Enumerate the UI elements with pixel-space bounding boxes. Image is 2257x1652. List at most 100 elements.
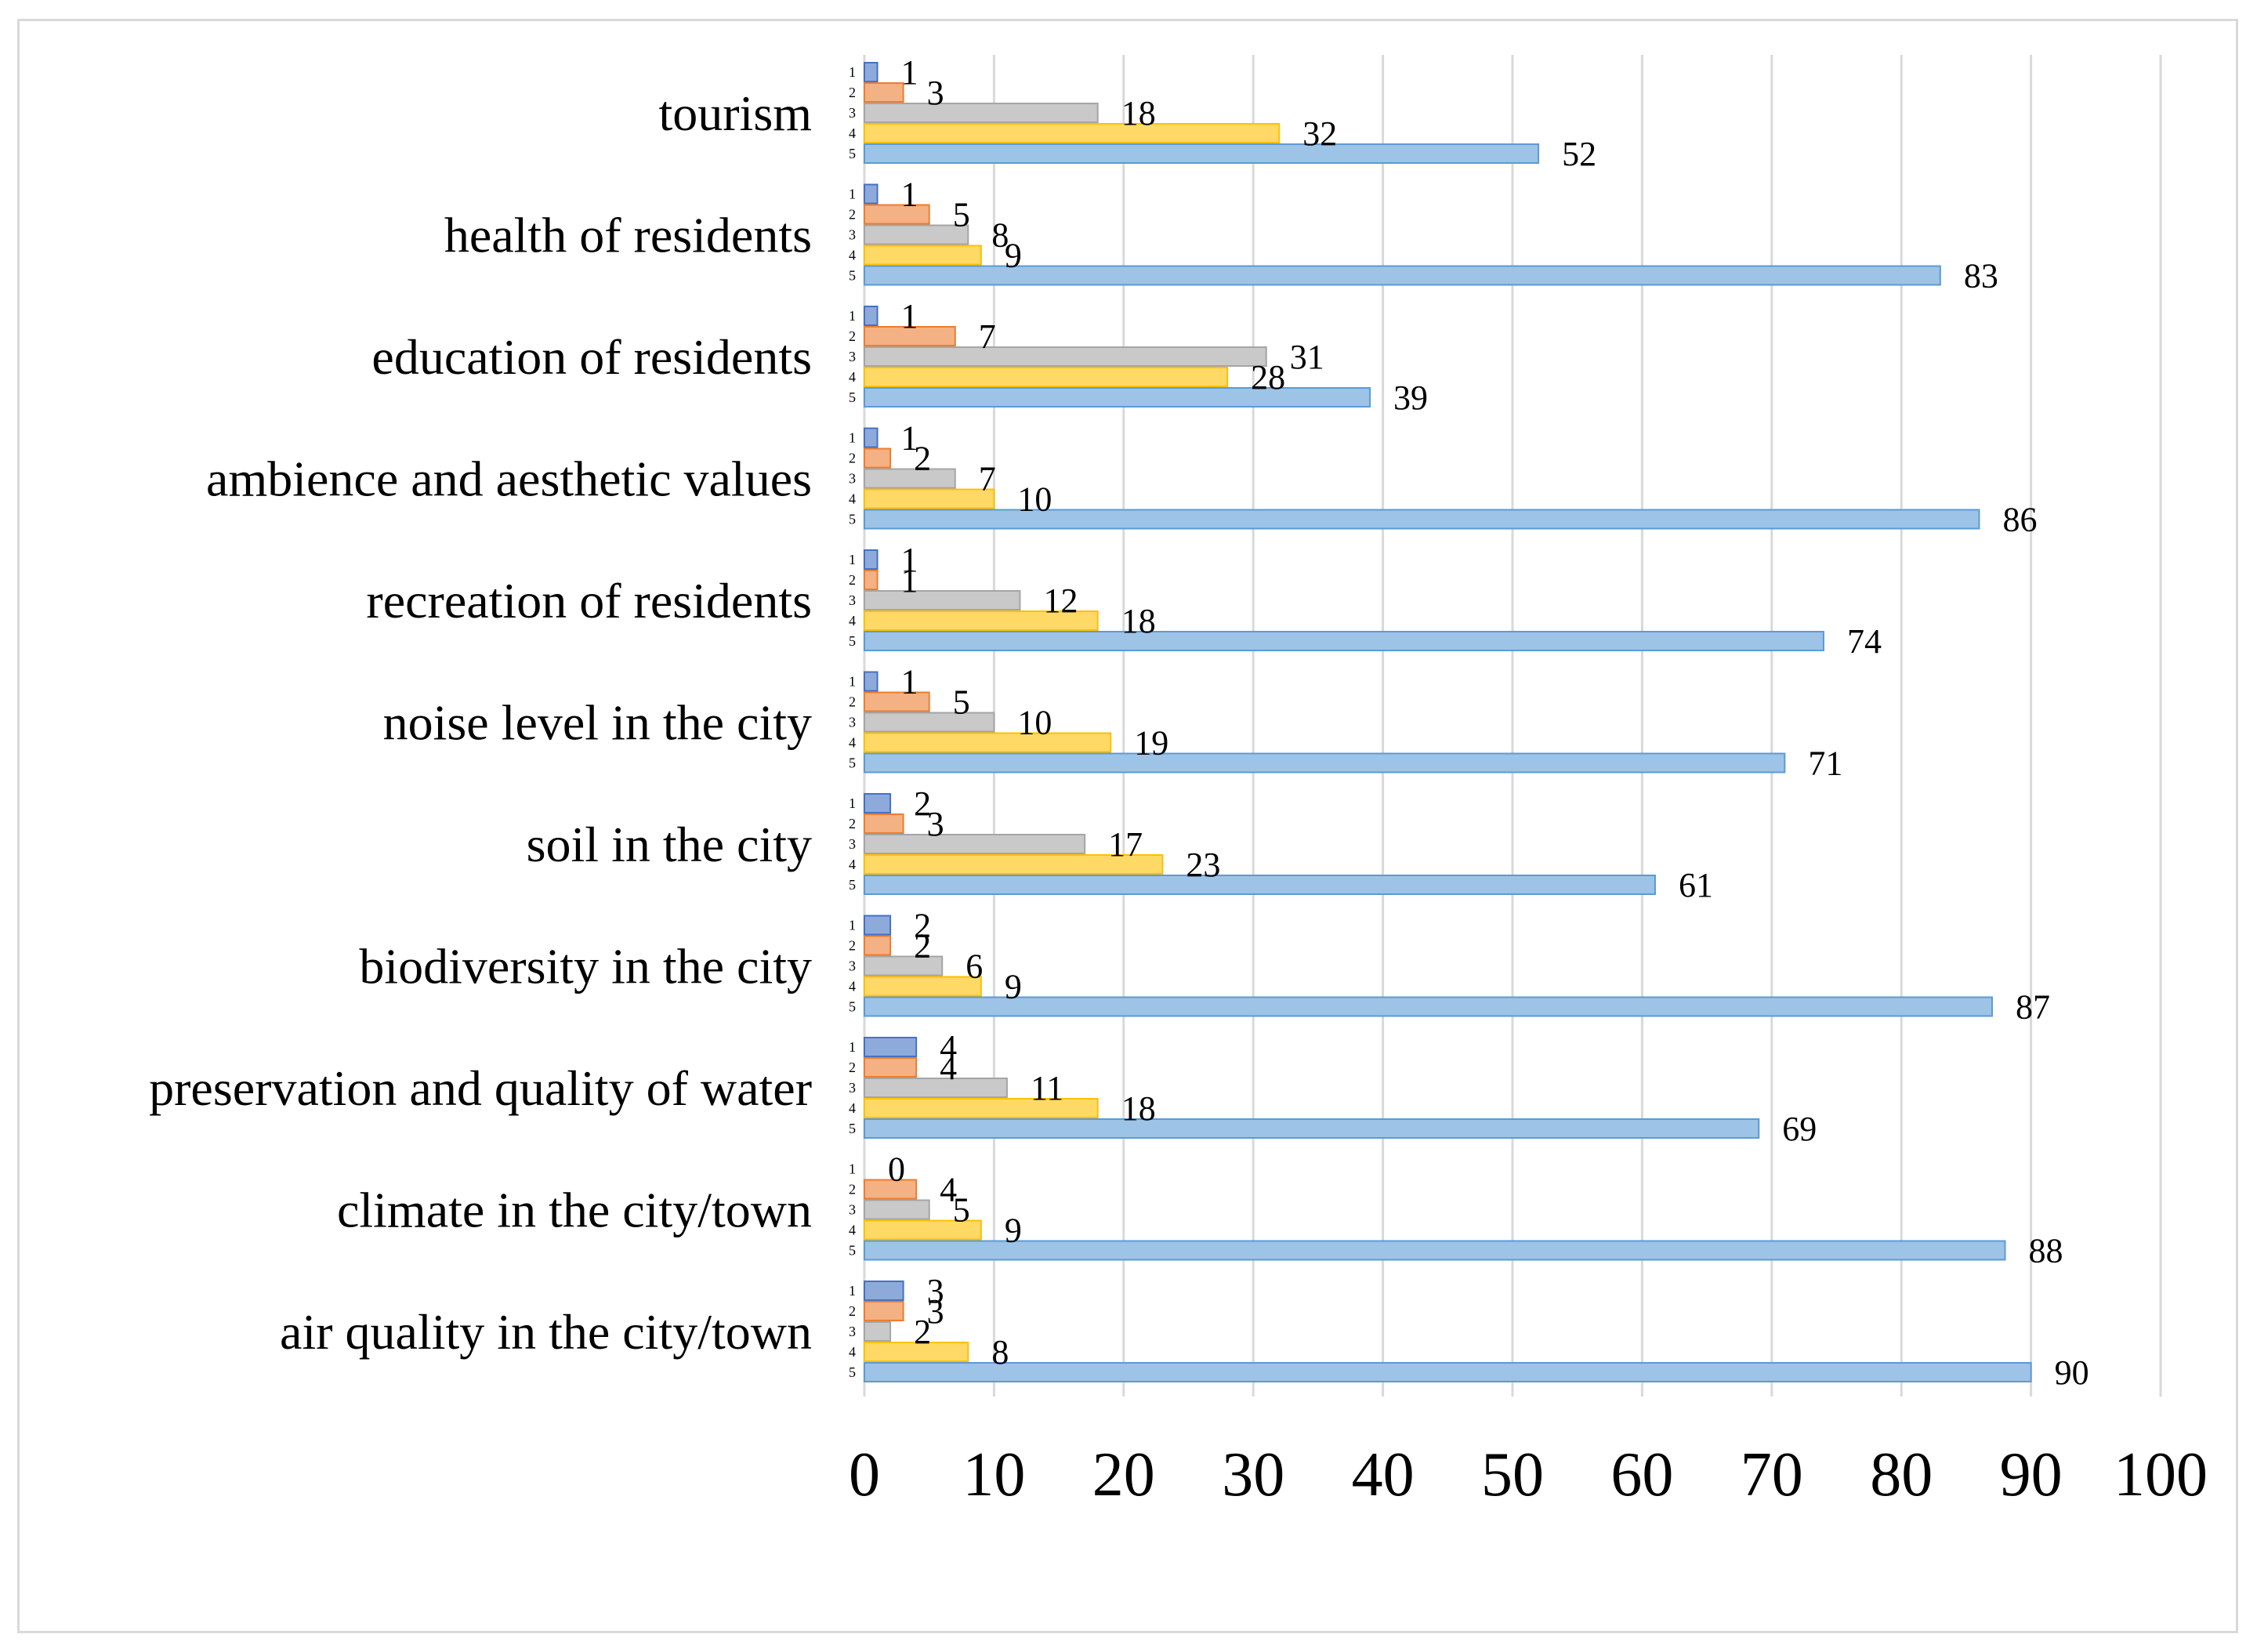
bar: [864, 245, 982, 266]
value-label: 31: [1290, 338, 1324, 376]
bar: [864, 427, 879, 448]
value-label: 7: [979, 460, 996, 498]
value-label: 19: [1134, 724, 1168, 763]
x-tick-label: 50: [1481, 1440, 1544, 1509]
value-label: 2: [914, 440, 931, 478]
bar: [864, 712, 995, 733]
category-label: noise level in the city: [383, 695, 812, 751]
rank-label: 1: [849, 674, 856, 690]
bar: [864, 752, 1786, 773]
x-tick-label: 90: [2000, 1440, 2063, 1509]
bar: [864, 488, 995, 509]
rank-label: 3: [849, 1324, 856, 1339]
bar: [864, 935, 892, 956]
rank-label: 5: [849, 268, 856, 284]
rank-label: 5: [849, 1243, 856, 1259]
rank-label: 1: [849, 1161, 856, 1177]
rank-label: 2: [849, 938, 856, 954]
value-label: 18: [1121, 94, 1156, 132]
rank-label: 5: [849, 633, 856, 649]
x-tick-label: 80: [1870, 1440, 1933, 1509]
value-label: 4: [940, 1049, 957, 1087]
rank-label: 4: [849, 613, 856, 629]
value-label: 18: [1121, 1089, 1156, 1128]
bar: [864, 813, 904, 834]
x-tick-label: 10: [962, 1440, 1025, 1509]
value-label: 2: [914, 927, 931, 965]
category-label: tourism: [658, 85, 812, 141]
bar: [864, 996, 1993, 1017]
value-label: 0: [888, 1150, 905, 1189]
rank-label: 1: [849, 1039, 856, 1055]
value-label: 5: [953, 683, 970, 722]
rank-label: 3: [849, 715, 856, 730]
rank-label: 3: [849, 349, 856, 364]
value-label: 8: [991, 216, 1009, 255]
bar: [864, 875, 1656, 895]
bar: [864, 509, 1980, 530]
bar: [864, 1098, 1099, 1118]
rank-label: 1: [849, 552, 856, 567]
category-label: climate in the city/town: [337, 1183, 812, 1238]
value-label: 10: [1017, 480, 1052, 519]
value-label: 1: [901, 541, 918, 579]
rank-label: 3: [849, 958, 856, 974]
rank-label: 3: [849, 471, 856, 487]
x-tick-label: 60: [1610, 1440, 1673, 1509]
bar: [864, 1240, 2006, 1261]
category-label: air quality in the city/town: [280, 1304, 812, 1360]
rank-label: 2: [849, 1303, 856, 1319]
value-label: 71: [1808, 744, 1842, 783]
chart-frame: [17, 19, 2238, 1633]
value-label: 5: [953, 1191, 970, 1230]
value-label: 88: [2029, 1232, 2063, 1270]
rank-label: 4: [849, 1223, 856, 1238]
category-label: soil in the city: [527, 817, 812, 872]
value-label: 7: [979, 317, 996, 356]
value-label: 28: [1251, 358, 1285, 397]
value-label: 1: [901, 176, 918, 214]
rank-label: 1: [849, 430, 856, 446]
value-label: 87: [2016, 988, 2050, 1027]
category-label: health of residents: [444, 208, 812, 263]
value-label: 18: [1121, 602, 1156, 640]
value-label: 86: [2002, 501, 2037, 539]
rank-label: 4: [849, 125, 856, 141]
rank-label: 2: [849, 572, 856, 588]
value-label: 90: [2055, 1353, 2089, 1392]
bar: [864, 915, 892, 936]
rank-label: 4: [849, 248, 856, 263]
rank-label: 2: [849, 207, 856, 223]
rank-label: 4: [849, 735, 856, 751]
bar: [864, 306, 879, 326]
bar: [864, 265, 1941, 286]
bar: [864, 1199, 930, 1220]
rank-label: 1: [849, 187, 856, 202]
x-tick-label: 70: [1741, 1440, 1803, 1509]
bar: [864, 82, 904, 103]
bar: [864, 610, 1099, 631]
bar: [864, 204, 930, 225]
bar: [864, 1301, 904, 1321]
bar: [864, 1037, 918, 1057]
bar: [864, 976, 982, 997]
bar: [864, 387, 1371, 408]
bar: [864, 1342, 969, 1362]
value-label: 2: [914, 1313, 931, 1351]
category-label: ambience and aesthetic values: [206, 451, 812, 507]
value-label: 69: [1782, 1110, 1817, 1148]
rank-label: 5: [849, 999, 856, 1015]
rank-label: 5: [849, 877, 856, 893]
bar: [864, 1078, 1008, 1098]
value-label: 23: [1186, 846, 1220, 884]
rank-label: 3: [849, 836, 856, 852]
value-label: 1: [901, 663, 918, 701]
value-label: 10: [1017, 704, 1052, 742]
bar: [864, 955, 944, 976]
bar: [864, 183, 879, 205]
bar: [864, 468, 956, 489]
bar: [864, 590, 1021, 610]
bars: [864, 62, 2032, 1382]
bar: [864, 732, 1112, 753]
x-tick-label: 20: [1092, 1440, 1155, 1509]
